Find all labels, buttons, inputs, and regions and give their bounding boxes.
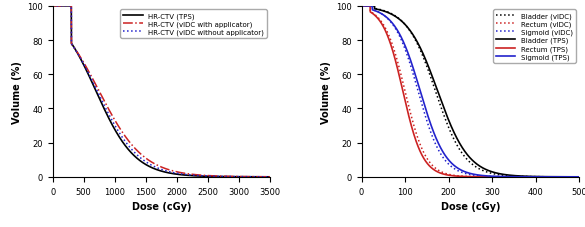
Bladder (TPS) [528, 175, 535, 178]
X-axis label: Dose (cGy): Dose (cGy) [132, 201, 191, 211]
Sigmoid (vIDC) [380, 15, 387, 17]
Bladder (vIDC) [454, 145, 461, 148]
Sigmoid (vIDC) [454, 169, 461, 172]
Bladder (vIDC) [380, 10, 387, 13]
HR-CTV (TPS) [87, 78, 94, 81]
Line: Sigmoid (vIDC): Sigmoid (vIDC) [362, 7, 579, 177]
Sigmoid (vIDC) [576, 176, 583, 178]
Legend: HR-CTV (TPS), HR-CTV (vIDC with applicator), HR-CTV (vIDC without applicator): HR-CTV (TPS), HR-CTV (vIDC with applicat… [121, 10, 267, 39]
HR-CTV (vIDC with applicator) [239, 175, 246, 178]
HR-CTV (TPS) [142, 163, 149, 166]
Line: Rectum (TPS): Rectum (TPS) [362, 7, 579, 177]
HR-CTV (vIDC with applicator) [263, 176, 270, 178]
Rectum (vIDC) [528, 176, 535, 178]
Line: HR-CTV (vIDC with applicator): HR-CTV (vIDC with applicator) [53, 7, 270, 177]
HR-CTV (vIDC without applicator) [267, 176, 274, 178]
HR-CTV (vIDC with applicator) [49, 5, 56, 8]
Rectum (TPS) [532, 176, 539, 178]
Bladder (vIDC) [507, 175, 514, 178]
Y-axis label: Volume (%): Volume (%) [321, 61, 331, 123]
Bladder (TPS) [532, 175, 539, 178]
Rectum (TPS) [358, 5, 365, 8]
Bladder (vIDC) [358, 5, 365, 8]
Bladder (TPS) [358, 5, 365, 8]
Bladder (TPS) [454, 138, 461, 141]
Rectum (vIDC) [454, 175, 461, 177]
Sigmoid (TPS) [528, 176, 535, 178]
Line: Rectum (vIDC): Rectum (vIDC) [362, 7, 579, 177]
HR-CTV (TPS) [267, 176, 274, 178]
Rectum (vIDC) [532, 176, 539, 178]
Line: HR-CTV (vIDC without applicator): HR-CTV (vIDC without applicator) [53, 7, 270, 177]
Rectum (vIDC) [446, 173, 453, 176]
HR-CTV (vIDC without applicator) [74, 52, 81, 55]
Sigmoid (TPS) [532, 176, 539, 178]
Y-axis label: Volume (%): Volume (%) [12, 61, 22, 123]
HR-CTV (vIDC with applicator) [267, 176, 274, 178]
Bladder (TPS) [507, 174, 514, 177]
Bladder (TPS) [576, 176, 583, 178]
Bladder (TPS) [446, 121, 453, 124]
Rectum (vIDC) [380, 25, 387, 27]
HR-CTV (vIDC with applicator) [142, 157, 149, 160]
Sigmoid (vIDC) [446, 164, 453, 167]
Bladder (vIDC) [528, 175, 535, 178]
Rectum (vIDC) [507, 176, 514, 178]
Sigmoid (TPS) [454, 167, 461, 170]
Sigmoid (TPS) [576, 176, 583, 178]
Rectum (vIDC) [576, 176, 583, 178]
HR-CTV (vIDC without applicator) [133, 153, 140, 156]
Sigmoid (vIDC) [532, 176, 539, 178]
HR-CTV (TPS) [263, 176, 270, 178]
X-axis label: Dose (cGy): Dose (cGy) [441, 201, 500, 211]
HR-CTV (TPS) [133, 156, 140, 159]
Sigmoid (vIDC) [528, 176, 535, 178]
Sigmoid (TPS) [380, 15, 387, 17]
Line: Sigmoid (TPS): Sigmoid (TPS) [362, 7, 579, 177]
HR-CTV (TPS) [74, 52, 81, 55]
Rectum (TPS) [576, 176, 583, 178]
HR-CTV (vIDC without applicator) [49, 5, 56, 8]
Rectum (TPS) [507, 176, 514, 178]
Line: Bladder (vIDC): Bladder (vIDC) [362, 7, 579, 177]
Rectum (vIDC) [358, 5, 365, 8]
Rectum (TPS) [528, 176, 535, 178]
Sigmoid (TPS) [446, 160, 453, 163]
HR-CTV (vIDC without applicator) [87, 76, 94, 79]
HR-CTV (vIDC without applicator) [263, 176, 270, 178]
Sigmoid (vIDC) [358, 5, 365, 8]
HR-CTV (vIDC with applicator) [74, 52, 81, 54]
Bladder (vIDC) [576, 176, 583, 178]
Sigmoid (TPS) [507, 175, 514, 178]
HR-CTV (TPS) [239, 176, 246, 178]
Line: HR-CTV (TPS): HR-CTV (TPS) [53, 7, 270, 177]
Bladder (vIDC) [532, 175, 539, 178]
HR-CTV (vIDC with applicator) [87, 74, 94, 76]
Rectum (TPS) [380, 27, 387, 30]
HR-CTV (vIDC without applicator) [142, 160, 149, 163]
Bladder (vIDC) [446, 129, 453, 131]
Rectum (TPS) [446, 174, 453, 177]
HR-CTV (TPS) [49, 5, 56, 8]
HR-CTV (vIDC without applicator) [239, 175, 246, 178]
Bladder (TPS) [380, 11, 387, 13]
Line: Bladder (TPS): Bladder (TPS) [362, 7, 579, 177]
Sigmoid (TPS) [358, 5, 365, 8]
HR-CTV (vIDC with applicator) [133, 148, 140, 151]
Sigmoid (vIDC) [507, 176, 514, 178]
Rectum (TPS) [454, 175, 461, 178]
Legend: Bladder (vIDC), Rectum (vIDC), Sigmoid (vIDC), Bladder (TPS), Rectum (TPS), Sigm: Bladder (vIDC), Rectum (vIDC), Sigmoid (… [493, 10, 576, 63]
